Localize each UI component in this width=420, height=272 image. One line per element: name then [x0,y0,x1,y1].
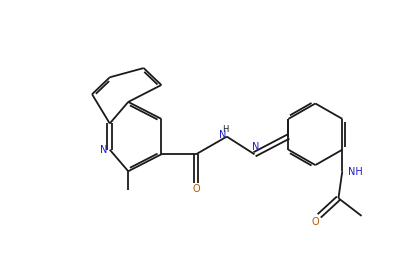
Text: N: N [252,142,260,152]
Text: H: H [222,125,228,134]
Text: NH: NH [349,167,363,177]
Text: N: N [219,130,227,140]
Text: N: N [100,145,107,155]
Text: O: O [192,184,200,194]
Text: O: O [312,217,319,227]
